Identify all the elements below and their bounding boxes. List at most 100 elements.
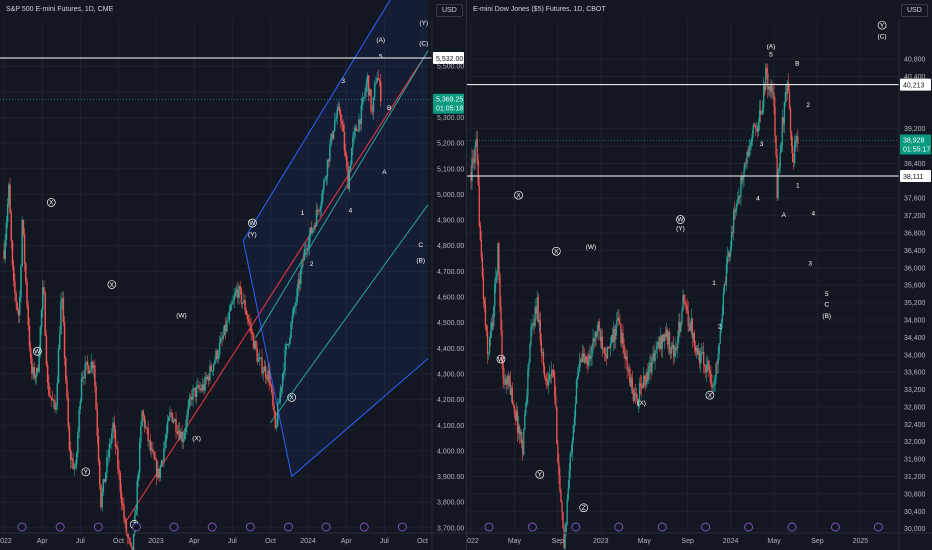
candle-body: [123, 505, 125, 519]
candle-body: [319, 208, 321, 212]
candle-body: [132, 534, 135, 550]
candle-body: [720, 322, 722, 332]
wave-label: A: [782, 212, 787, 219]
event-marker-icon[interactable]: [284, 522, 293, 532]
y-tick-label: 4,300.00: [437, 371, 464, 378]
candle-body: [130, 542, 132, 547]
event-marker-icon[interactable]: [873, 522, 883, 532]
event-marker-icon[interactable]: [657, 522, 667, 532]
candle-body: [147, 428, 149, 442]
candle-body: [188, 398, 191, 407]
candle-body: [608, 347, 611, 349]
candle-body: [28, 325, 31, 348]
candle-body: [714, 378, 716, 386]
candle-body: [561, 501, 563, 513]
candle-body: [372, 97, 375, 113]
event-marker-icon[interactable]: [93, 522, 103, 532]
candle-body: [170, 412, 172, 414]
currency-button[interactable]: USD: [436, 4, 463, 17]
event-marker-icon[interactable]: [484, 522, 494, 532]
sp500-chart-svg[interactable]: 5,532.00 5,369.25 01:05:18 (A) 5 (Y) (C) 3 B 1 2 4 A…: [0, 0, 466, 550]
candle-body: [767, 72, 769, 90]
event-marker-icon[interactable]: [207, 522, 217, 532]
candle-body: [220, 337, 222, 343]
candle-body: [258, 357, 261, 360]
wave-label: 4: [756, 195, 760, 202]
wave-label: 3: [760, 141, 764, 148]
event-marker-icon[interactable]: [744, 522, 754, 532]
candle-body: [247, 319, 250, 322]
candle-body: [746, 151, 748, 163]
event-marker-icon[interactable]: [614, 522, 624, 532]
candle-body: [687, 310, 689, 326]
candle-body: [796, 136, 798, 141]
event-marker-icon[interactable]: [527, 522, 537, 532]
dow-chart-panel[interactable]: 40,213 38,111 38,928 01:55:17 (A) 5 B 2 3 1 4 A 4 3 5 C…: [466, 0, 932, 550]
candle-body: [781, 117, 783, 146]
candle-body: [296, 288, 298, 302]
candle-body: [65, 357, 67, 381]
candle-body: [91, 362, 94, 369]
candle-body: [683, 295, 685, 303]
candle-body: [217, 354, 220, 359]
candle-body: [22, 219, 25, 235]
channel-mid-upper-line: [254, 50, 429, 339]
candle-body: [498, 243, 500, 275]
candle-body: [159, 466, 162, 479]
candle-body: [9, 184, 11, 214]
candle-body: [218, 342, 221, 355]
wave-label: (C): [878, 33, 887, 40]
candle-body: [94, 365, 96, 386]
candle-body: [216, 350, 218, 359]
candle-body: [784, 92, 787, 103]
x-tick-label: May: [508, 538, 522, 545]
event-marker-icon[interactable]: [245, 522, 255, 532]
candle-body: [779, 152, 781, 167]
dow-chart-svg[interactable]: 40,213 38,111 38,928 01:55:17 (A) 5 B 2 3 1 4 A 4 3 5 C…: [467, 0, 932, 550]
currency-button[interactable]: USD: [901, 4, 928, 17]
candle-body: [135, 509, 137, 516]
sp500-chart-panel[interactable]: 5,532.00 5,369.25 01:05:18 (A) 5 (Y) (C) 3 B 1 2 4 A…: [0, 0, 466, 550]
candle-body: [484, 304, 487, 327]
wave-label: Y: [538, 471, 543, 478]
event-marker-icon[interactable]: [397, 522, 407, 532]
wave-label: W: [677, 217, 684, 224]
event-marker-icon[interactable]: [787, 522, 797, 532]
event-marker-icon[interactable]: [55, 522, 65, 532]
candle-body: [782, 117, 784, 124]
x-tick-label: 2022: [467, 538, 479, 545]
event-marker-icon[interactable]: [359, 522, 369, 532]
candle-body: [266, 377, 268, 380]
event-marker-icon[interactable]: [830, 522, 840, 532]
candle-body: [68, 426, 71, 450]
candle-body: [293, 306, 296, 308]
event-marker-icon[interactable]: [17, 522, 27, 532]
candle-body: [710, 372, 712, 385]
candle-body: [121, 503, 124, 506]
candle-body: [115, 446, 118, 449]
event-marker-icon[interactable]: [321, 522, 331, 532]
pitchfork-handle-line: [242, 240, 293, 477]
event-marker-icon[interactable]: [701, 522, 711, 532]
event-marker-icon[interactable]: [132, 522, 141, 532]
candle-body: [254, 341, 256, 349]
wave-label: 4: [811, 211, 815, 218]
candle-body: [664, 334, 667, 337]
x-tick-label: 2023: [593, 538, 609, 545]
event-marker-icon[interactable]: [571, 522, 581, 532]
candle-body: [56, 383, 59, 405]
event-marker-icon[interactable]: [169, 522, 179, 532]
wave-circle: [514, 190, 523, 200]
candle-body: [477, 160, 479, 186]
candle-body: [364, 92, 366, 98]
candle-body: [597, 321, 599, 332]
candle-body: [730, 232, 733, 248]
candle-body: [57, 348, 60, 384]
candle-body: [317, 209, 319, 211]
wave-label: (Y): [419, 20, 428, 27]
candle-body: [772, 92, 774, 94]
candle-body: [514, 414, 517, 421]
candle-body: [734, 210, 736, 212]
candle-body: [370, 89, 372, 111]
candle-body: [707, 360, 709, 364]
